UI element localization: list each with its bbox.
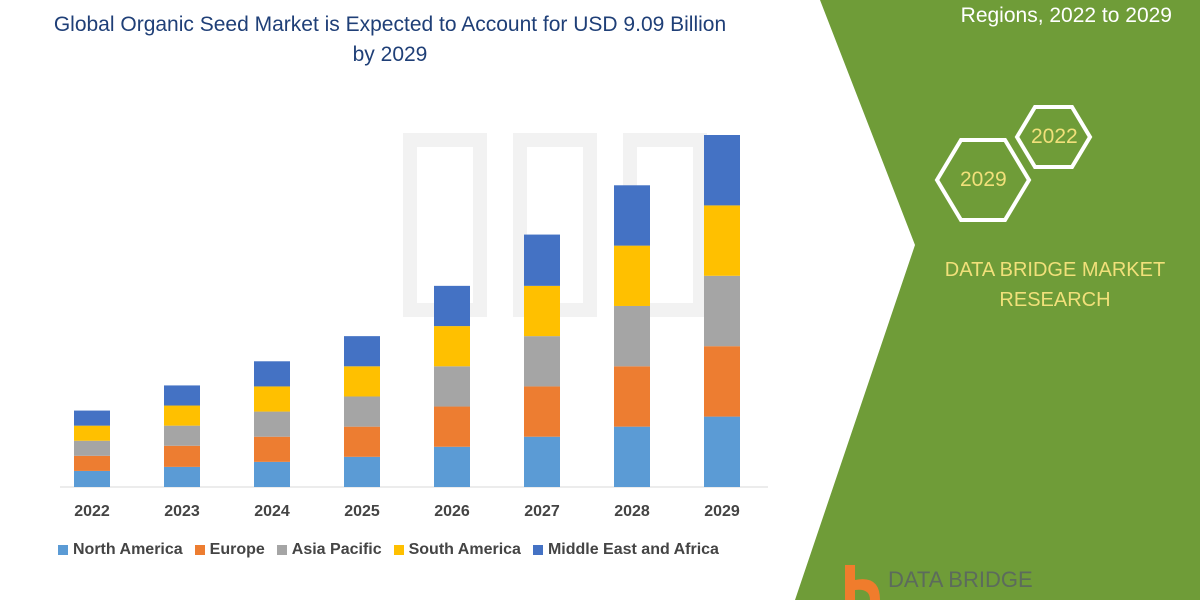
- legend-swatch: [276, 545, 287, 555]
- bar-segment-2026-south-america: [434, 326, 470, 367]
- bar-segment-2024-south-america: [254, 386, 290, 412]
- legend: North America Europe Asia Pacific South Ame…: [58, 541, 719, 559]
- bar-segment-2025-north-america: [344, 456, 380, 487]
- hex-label-2022: 2022: [1031, 125, 1078, 148]
- bar-segment-2025-asia-pacific: [344, 396, 380, 427]
- bar-segment-2023-north-america: [164, 466, 200, 487]
- bar-segment-2027-asia-pacific: [524, 336, 560, 387]
- bar-segment-2025-middle-east-and-africa: [344, 336, 380, 367]
- legend-item: North America: [58, 541, 183, 559]
- bar-segment-2023-middle-east-and-africa: [164, 385, 200, 406]
- bar-segment-2024-middle-east-and-africa: [254, 361, 290, 387]
- bar-segment-2027-middle-east-and-africa: [524, 234, 560, 286]
- bar-segment-2028-middle-east-and-africa: [614, 185, 650, 246]
- bar-segment-2028-north-america: [614, 426, 650, 487]
- bar-segment-2027-south-america: [524, 285, 560, 337]
- bar-segment-2024-north-america: [254, 461, 290, 487]
- bar-segment-2024-europe: [254, 436, 290, 462]
- bar-segment-2028-asia-pacific: [614, 305, 650, 367]
- bar-segment-2026-europe: [434, 406, 470, 447]
- x-tick-label: 2022: [74, 503, 110, 520]
- bar-segment-2025-europe: [344, 426, 380, 457]
- legend-label: Middle East and Africa: [547, 541, 719, 558]
- legend-item: Middle East and Africa: [532, 541, 719, 559]
- bar-segment-2028-europe: [614, 366, 650, 427]
- bar-segment-2022-asia-pacific: [74, 440, 110, 456]
- legend-item: Asia Pacific: [276, 541, 382, 559]
- hex-2029-icon: [934, 138, 1032, 222]
- legend-swatch: [393, 545, 404, 555]
- bar-segment-2029-europe: [704, 346, 740, 417]
- bars: [74, 135, 740, 487]
- brand-name: DATA BRIDGE MARKET RESEARCH: [944, 259, 1166, 311]
- legend-swatch: [532, 545, 543, 555]
- bar-segment-2027-europe: [524, 386, 560, 437]
- bar-segment-2023-south-america: [164, 405, 200, 426]
- panel-subtitle: Regions, 2022 to 2029: [960, 4, 1172, 27]
- x-tick-label: 2025: [344, 503, 380, 520]
- bar-segment-2022-europe: [74, 455, 110, 471]
- bar-segment-2029-south-america: [704, 205, 740, 276]
- legend-label: South America: [408, 541, 521, 558]
- bar-segment-2029-north-america: [704, 416, 740, 487]
- x-tick-label: 2024: [254, 503, 290, 520]
- legend-label: North America: [73, 541, 183, 558]
- bar-segment-2022-north-america: [74, 470, 110, 487]
- legend-label: Asia Pacific: [291, 541, 382, 558]
- bar-segment-2029-middle-east-and-africa: [704, 135, 740, 206]
- x-tick-label: 2026: [434, 503, 470, 520]
- bar-segment-2023-europe: [164, 445, 200, 467]
- bar-segment-2025-south-america: [344, 366, 380, 397]
- logo-text: DATA BRIDGE: [888, 567, 1033, 592]
- hex-label-2029: 2029: [960, 168, 1007, 191]
- bar-segment-2028-south-america: [614, 245, 650, 306]
- x-tick-label: 2023: [164, 503, 200, 520]
- x-tick-label: 2027: [524, 503, 560, 520]
- green-panel: [795, 0, 1200, 600]
- legend-label: Europe: [209, 541, 265, 558]
- x-tick-label: 2029: [704, 503, 740, 520]
- bar-segment-2026-middle-east-and-africa: [434, 285, 470, 327]
- bar-segment-2026-north-america: [434, 446, 470, 487]
- hex-2022-icon: [1014, 105, 1093, 169]
- bar-segment-2022-middle-east-and-africa: [74, 410, 110, 426]
- chart-title: Global Organic Seed Market is Expected t…: [53, 13, 727, 66]
- bar-segment-2023-asia-pacific: [164, 425, 200, 446]
- legend-item: South America: [393, 541, 521, 559]
- legend-swatch: [58, 545, 68, 555]
- x-tick-label: 2028: [614, 503, 650, 520]
- logo-icon: [845, 565, 880, 600]
- legend-item: Europe: [194, 541, 265, 559]
- bar-segment-2024-asia-pacific: [254, 411, 290, 437]
- bar-segment-2029-asia-pacific: [704, 275, 740, 347]
- bar-segment-2022-south-america: [74, 425, 110, 441]
- bar-segment-2027-north-america: [524, 436, 560, 487]
- bar-segment-2026-asia-pacific: [434, 366, 470, 407]
- legend-swatch: [194, 545, 205, 555]
